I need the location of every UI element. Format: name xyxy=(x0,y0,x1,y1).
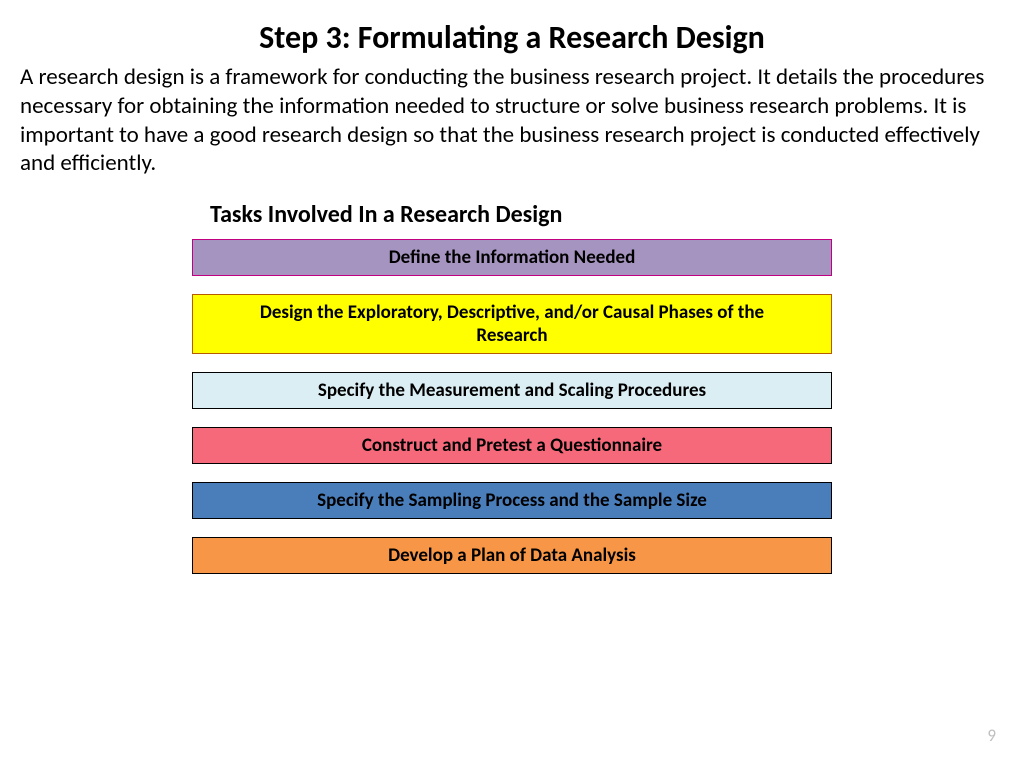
page-number: 9 xyxy=(987,725,996,746)
task-box: Develop a Plan of Data Analysis xyxy=(192,537,832,574)
task-label: Design the Exploratory, Descriptive, and… xyxy=(223,301,801,347)
task-label: Define the Information Needed xyxy=(389,246,636,269)
task-label: Develop a Plan of Data Analysis xyxy=(388,544,636,567)
task-box: Construct and Pretest a Questionnaire xyxy=(192,427,832,464)
slide-title: Step 3: Formulating a Research Design xyxy=(20,18,1004,57)
slide-content: Step 3: Formulating a Research Design A … xyxy=(0,0,1024,574)
task-box: Specify the Sampling Process and the Sam… xyxy=(192,482,832,519)
task-label: Construct and Pretest a Questionnaire xyxy=(362,434,662,457)
task-box: Define the Information Needed xyxy=(192,239,832,276)
task-label: Specify the Measurement and Scaling Proc… xyxy=(318,379,706,402)
slide-body-text: A research design is a framework for con… xyxy=(20,63,1004,178)
task-box: Specify the Measurement and Scaling Proc… xyxy=(192,372,832,409)
tasks-subtitle: Tasks Involved In a Research Design xyxy=(210,200,1004,229)
task-label: Specify the Sampling Process and the Sam… xyxy=(317,489,707,512)
task-box: Design the Exploratory, Descriptive, and… xyxy=(192,294,832,354)
task-boxes-container: Define the Information Needed Design the… xyxy=(192,239,832,574)
